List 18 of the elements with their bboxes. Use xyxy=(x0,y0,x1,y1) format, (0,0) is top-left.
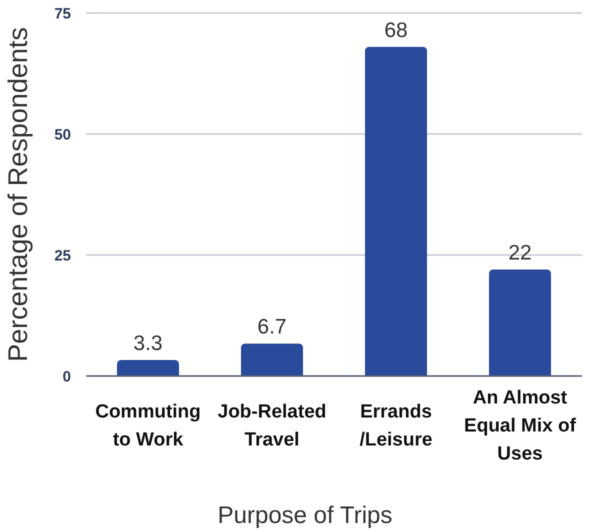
data-label: 6.7 xyxy=(257,316,287,339)
y-tick-label: 0 xyxy=(62,368,71,386)
bar xyxy=(489,270,551,376)
y-axis-title: Percentage of Respondents xyxy=(3,27,33,362)
x-axis-title: Purpose of Trips xyxy=(218,502,392,528)
x-tick-label: Errands /Leisure xyxy=(360,402,432,450)
y-tick-label: 75 xyxy=(54,5,71,22)
data-label: 68 xyxy=(384,18,408,42)
y-tick-label: 50 xyxy=(54,126,71,144)
bar xyxy=(365,46,427,376)
bar xyxy=(241,344,303,376)
bar xyxy=(117,360,179,376)
x-tick-label: Commuting to Work xyxy=(95,402,201,450)
y-tick-label: 25 xyxy=(54,247,71,264)
data-label: 22 xyxy=(508,242,532,265)
data-label: 3.3 xyxy=(133,332,163,356)
x-tick-label: An Almost Equal Mix of Uses xyxy=(464,388,577,464)
x-tick-label: Job-Related Travel xyxy=(218,402,326,450)
